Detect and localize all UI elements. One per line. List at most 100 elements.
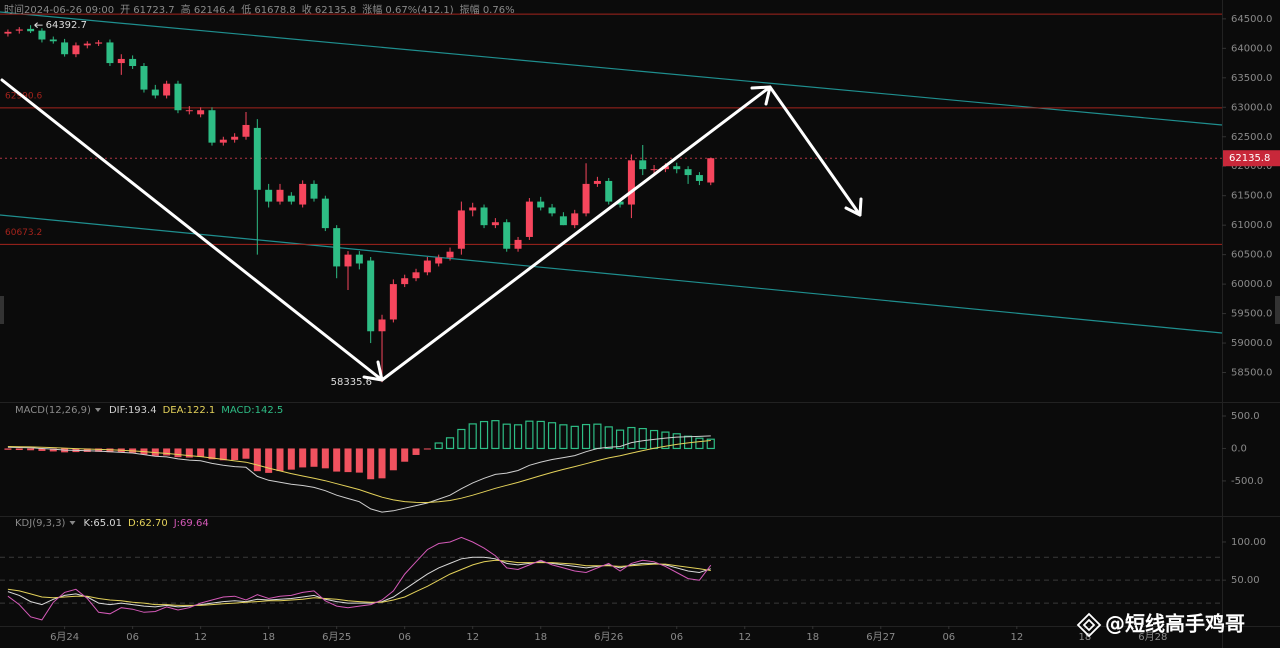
candle-body [639,160,647,170]
watermark-icon [1076,612,1102,638]
legend-title: KDJ(9,3,3) [15,518,66,529]
readout-item: 收 62135.8 [302,3,357,16]
x-tick-label: 6月26 [594,631,623,643]
candle-body [355,254,363,264]
candle-body [446,251,454,258]
x-tick-label: 06 [942,632,955,643]
y-tick-label: 50.00 [1231,575,1260,586]
candle-body [401,278,409,285]
x-tick-label: 06 [670,632,683,643]
legend-dropdown [69,521,76,525]
scroll-handle[interactable] [1275,296,1280,324]
histogram-bar [38,448,46,451]
candle-body [83,43,91,46]
readout: 时间2024-06-26 09:00 开 61723.7 高 62146.4 低 61… [4,3,515,16]
histogram-bar [401,448,409,462]
candle-body [61,42,69,55]
candle-body [49,39,57,42]
histogram-bar [378,448,386,479]
candle-body [707,158,715,183]
legend-dropdown [94,408,101,412]
x-tick-label: 18 [262,632,275,643]
histogram-bar [219,448,227,461]
histogram-bar [615,429,625,450]
scroll-handle[interactable] [0,296,4,324]
indicator-line [7,440,711,504]
channel-line [0,11,1223,126]
candle-body [480,207,488,226]
x-tick-label: 12 [194,632,207,643]
histogram-bar [389,448,397,471]
y-tick-label: 62500.0 [1231,132,1272,143]
candle-body [129,58,137,67]
x-tick-label: 18 [1078,632,1091,643]
histogram-bar [547,422,557,450]
candle-body [367,260,375,332]
candle-body [4,31,12,34]
candle-body [412,272,420,279]
candle-body [106,42,114,64]
candle-body [537,201,545,208]
legend-item: DEA:122.1 [163,405,216,416]
candle-body [559,216,567,226]
histogram-bar [197,448,205,457]
x-tick-label: 12 [466,632,479,643]
candle-body [525,201,533,237]
histogram-bar [185,448,193,458]
candle-body [582,183,590,214]
candle-body [627,160,635,205]
y-tick-label: 0.0 [1231,443,1247,454]
candle-body [548,207,556,214]
candle-body [15,29,23,31]
candle-body [242,124,250,137]
candle-body [219,139,227,143]
indicator-line [7,536,712,621]
candle-body [310,183,318,199]
histogram-bar [513,424,523,450]
readout-item: 高 62146.4 [181,3,236,16]
histogram-bar [468,423,477,450]
candle-body [650,169,658,171]
histogram-bar [333,448,341,472]
histogram-bar [706,438,715,450]
channel-line [0,214,1223,334]
histogram-bar [536,420,545,450]
histogram-bar [525,420,534,450]
histogram-bar [276,448,284,472]
histogram-bar [265,448,273,473]
legend-title: MACD(12,26,9) [15,405,91,416]
legend-item: D:62.70 [128,518,168,529]
candle-body [163,83,171,96]
indicator-line [7,559,711,606]
candle-body [344,254,352,267]
arrow-head [362,360,384,382]
histogram-bar [672,433,681,450]
x-tick-label: 12 [738,632,751,643]
histogram-bar [479,420,489,450]
x-tick-label: 6月25 [322,631,351,643]
histogram-bar [491,420,500,450]
candle-body [378,319,386,332]
y-tick-label: 62000.0 [1231,161,1272,172]
histogram-bar [208,448,216,460]
y-tick-label: 64500.0 [1231,14,1272,25]
readout-item: 振幅 0.76% [460,3,515,16]
y-tick-label: 58500.0 [1231,368,1272,379]
histogram-bar [638,427,647,450]
candle-body [185,110,193,112]
legend-item: J:69.64 [173,518,209,529]
histogram-bar [502,423,511,450]
y-tick-label: 61500.0 [1231,191,1272,202]
histogram-bar [231,448,239,461]
histogram-bar [4,448,12,450]
candle-body [299,183,307,205]
histogram-bar [581,423,591,450]
candle-body [276,189,284,202]
readout-item: 低 61678.8 [241,3,296,16]
legend-item: DIF:193.4 [109,405,157,416]
watermark: @短线高手鸡哥 [1076,612,1245,638]
readout-item: 时间2024-06-26 09:00 [4,3,114,16]
histogram-bar [27,448,35,451]
